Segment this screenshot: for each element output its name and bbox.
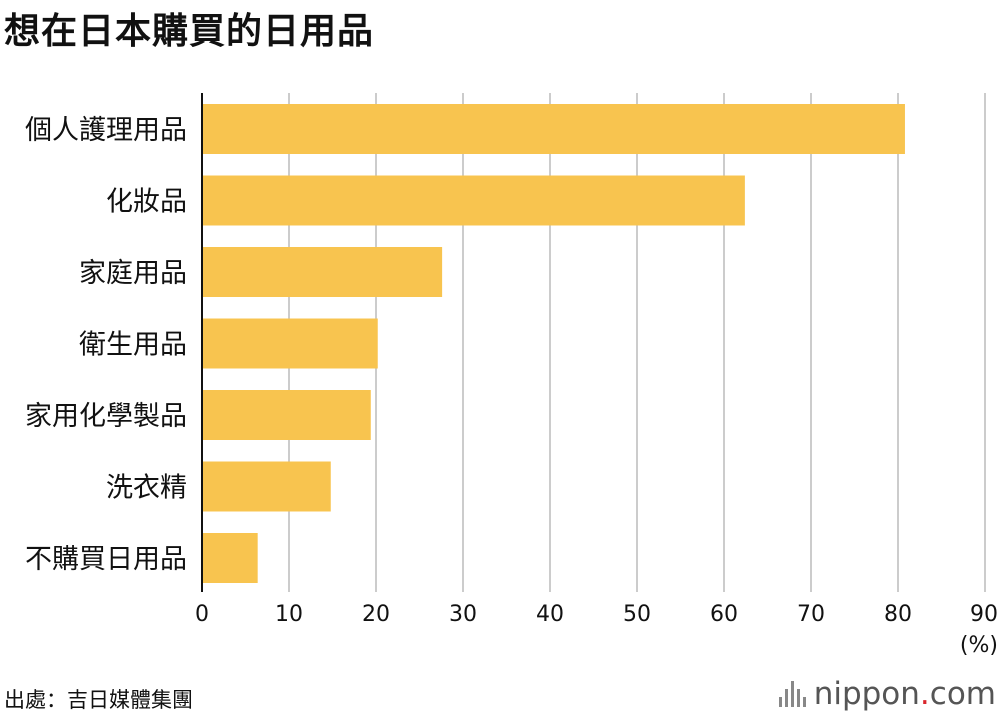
bars bbox=[202, 104, 905, 583]
category-label-2: 家庭用品 bbox=[79, 258, 187, 289]
tick-label-0: 0 bbox=[195, 602, 209, 627]
tick-label-90: 90 bbox=[970, 602, 998, 627]
bar-1 bbox=[202, 175, 745, 226]
brand-name: nippon bbox=[813, 676, 920, 712]
category-label-4: 家用化學製品 bbox=[25, 401, 187, 432]
brand-dot: . bbox=[919, 676, 930, 712]
unit-label: (%) bbox=[960, 633, 998, 658]
bar-4 bbox=[202, 390, 371, 440]
category-label-3: 衛生用品 bbox=[79, 330, 187, 361]
category-label-0: 個人護理用品 bbox=[25, 115, 187, 146]
category-label-1: 化妝品 bbox=[106, 187, 187, 218]
bar-0 bbox=[202, 104, 905, 154]
category-label-6: 不購買日用品 bbox=[25, 544, 187, 575]
grid-lines bbox=[288, 93, 986, 592]
bar-5 bbox=[202, 461, 331, 512]
source-note: 出處：吉日媒體集團 bbox=[4, 688, 193, 712]
nippon-sound-bars-icon bbox=[778, 681, 806, 707]
tick-label-10: 10 bbox=[275, 602, 303, 627]
bar-2 bbox=[202, 247, 443, 297]
tick-label-40: 40 bbox=[536, 602, 564, 627]
brand-suffix: com bbox=[929, 676, 996, 712]
tick-label-20: 20 bbox=[362, 602, 390, 627]
tick-label-80: 80 bbox=[884, 602, 912, 627]
tick-label-30: 30 bbox=[449, 602, 477, 627]
chart-title: 想在日本購買的日用品 bbox=[4, 11, 375, 52]
bar-3 bbox=[202, 318, 378, 369]
category-label-5: 洗衣精 bbox=[106, 473, 187, 504]
tick-label-70: 70 bbox=[797, 602, 825, 627]
brand-logo: nippon. com bbox=[778, 676, 996, 712]
tick-label-60: 60 bbox=[710, 602, 738, 627]
tick-labels: 0 10 20 30 40 50 60 70 80 90 bbox=[195, 602, 998, 627]
bar-6 bbox=[202, 533, 258, 583]
tick-label-50: 50 bbox=[623, 602, 651, 627]
